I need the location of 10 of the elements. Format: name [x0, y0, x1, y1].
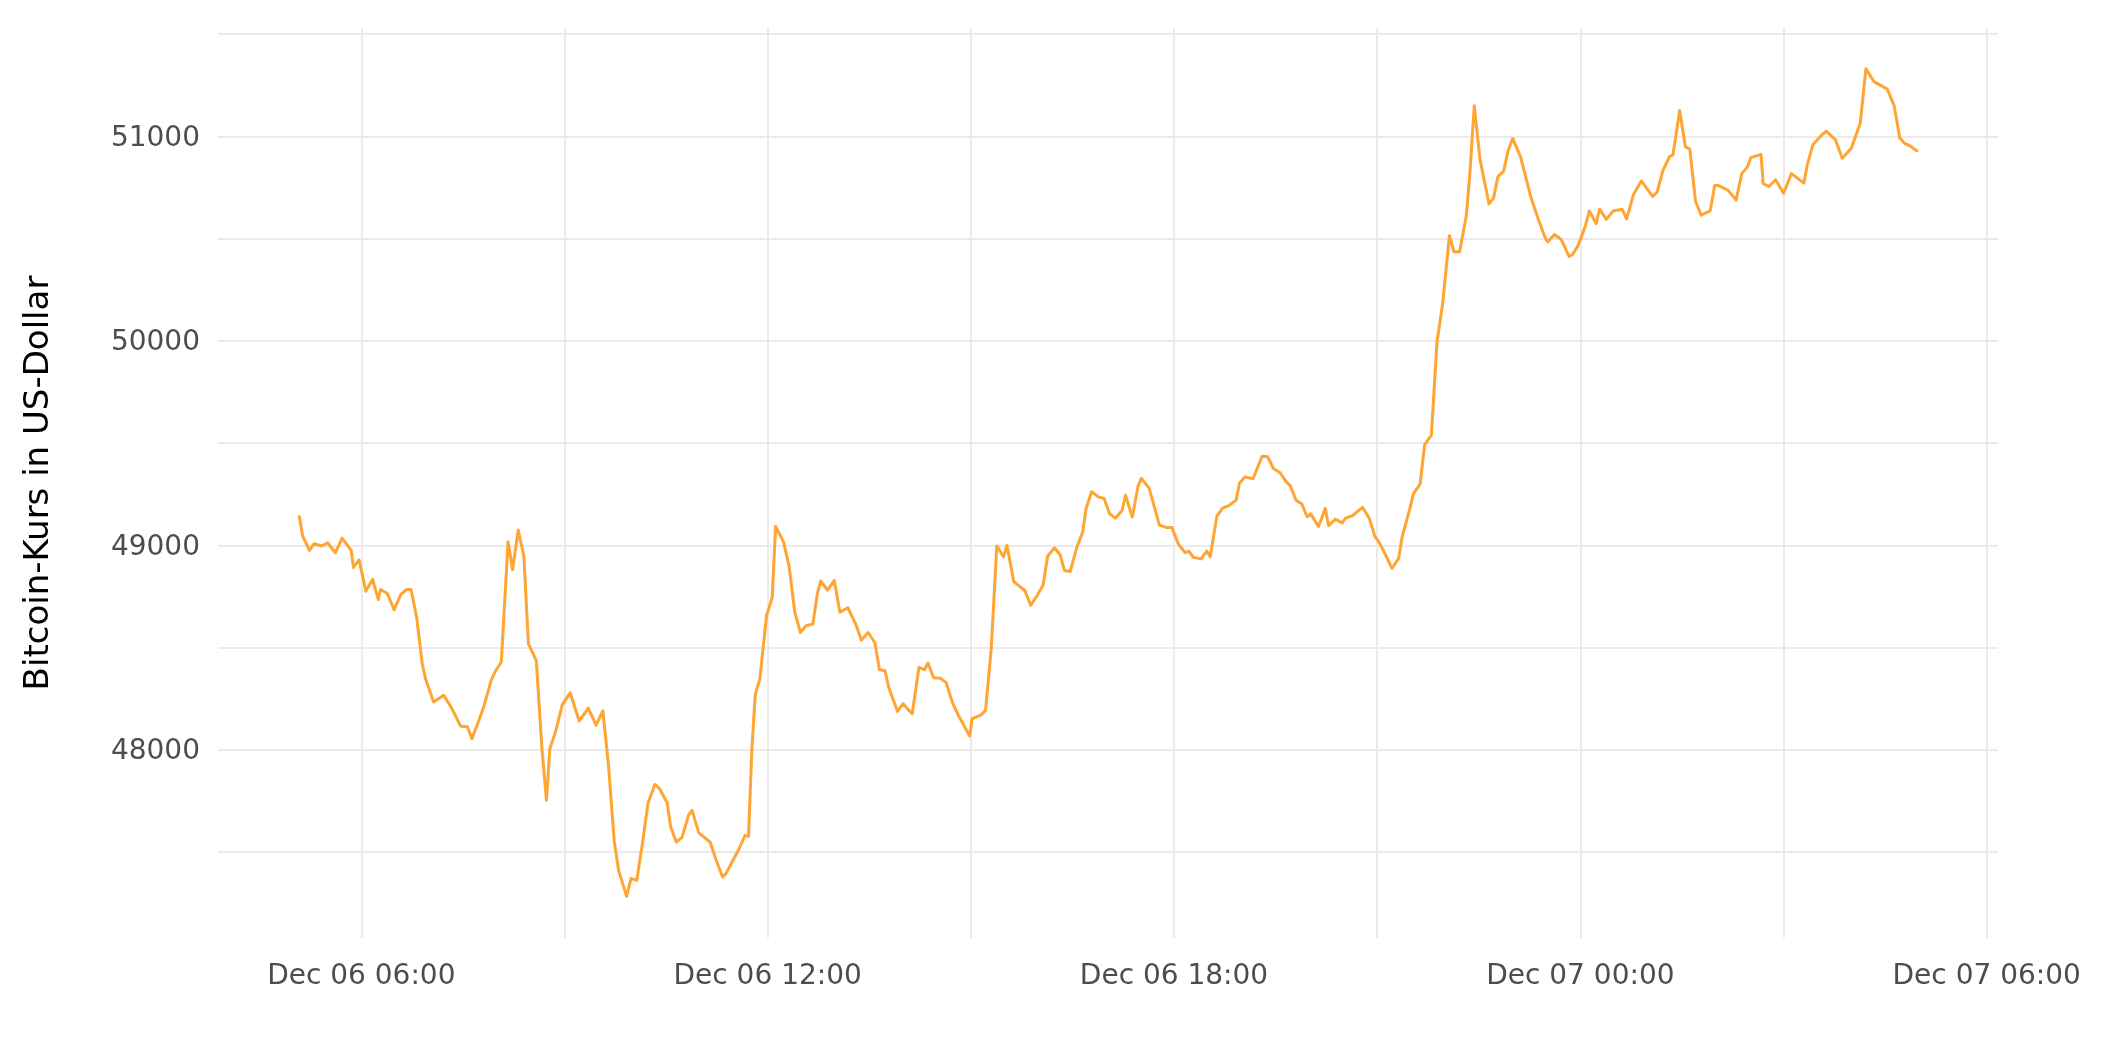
y-tick-label: 49000: [110, 528, 200, 562]
x-tick-label: Dec 07 00:00: [1486, 957, 1675, 991]
y-tick-label: 48000: [110, 733, 200, 767]
x-tick-label: Dec 06 12:00: [673, 957, 862, 991]
x-tick-label: Dec 07 06:00: [1892, 957, 2081, 991]
y-tick-label: 51000: [110, 119, 200, 153]
x-tick-label: Dec 06 06:00: [267, 957, 456, 991]
x-tick-label: Dec 06 18:00: [1079, 957, 1269, 991]
y-tick-label: 50000: [110, 324, 200, 358]
y-axis-title: Bitcoin-Kurs in US-Dollar: [16, 275, 56, 691]
